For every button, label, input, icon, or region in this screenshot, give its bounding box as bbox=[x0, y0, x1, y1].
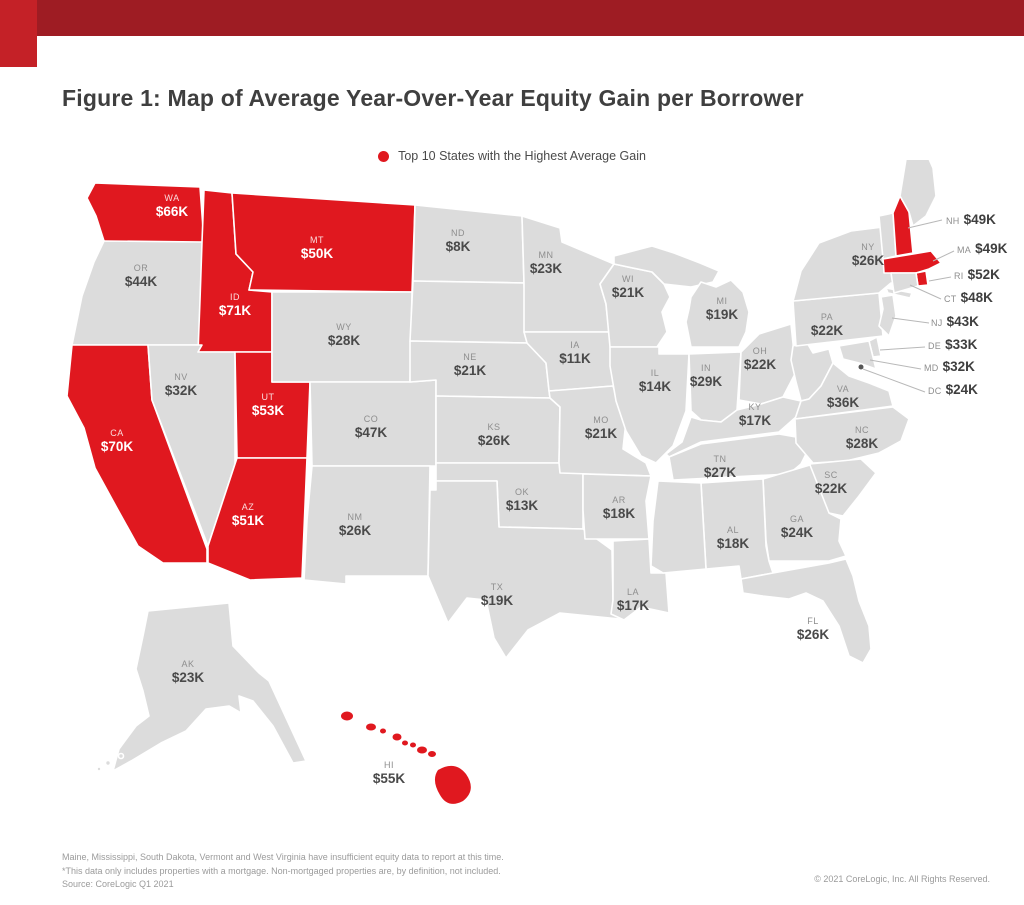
legend-label: Top 10 States with the Highest Average G… bbox=[398, 149, 646, 163]
leader-line-de bbox=[879, 346, 926, 351]
hi-big-island bbox=[434, 765, 471, 804]
state-abbr: NH bbox=[946, 216, 960, 226]
leader-line-ri bbox=[928, 276, 952, 282]
callout-label-ri: RI $52K bbox=[954, 268, 1000, 283]
state-shape-mi-upper bbox=[613, 245, 720, 288]
state-value: $49K bbox=[975, 241, 1008, 256]
state-abbr: MD bbox=[924, 363, 939, 373]
callout-label-ma: MA $49K bbox=[957, 242, 1007, 257]
state-shape-me bbox=[899, 160, 937, 227]
state-shapes bbox=[66, 160, 942, 772]
callout-label-de: DE $33K bbox=[928, 338, 977, 353]
state-shape-wa bbox=[86, 182, 205, 248]
hawaii-islands bbox=[341, 711, 471, 804]
leader-line-ct bbox=[909, 284, 942, 300]
hi-island-2 bbox=[366, 723, 376, 731]
state-abbr: CT bbox=[944, 294, 957, 304]
page-title: Figure 1: Map of Average Year-Over-Year … bbox=[62, 85, 804, 112]
state-value: $48K bbox=[960, 290, 993, 305]
callout-label-dc: DC $24K bbox=[928, 383, 978, 398]
leader-line-nj bbox=[891, 317, 930, 324]
leader-line-ma bbox=[932, 250, 955, 262]
state-shape-ma bbox=[882, 250, 942, 274]
ak-aleutian-island-2 bbox=[104, 759, 112, 767]
state-shape-ks bbox=[435, 395, 561, 464]
state-shape-nd bbox=[412, 204, 525, 284]
state-shape-al bbox=[700, 478, 774, 580]
callout-label-ct: CT $48K bbox=[944, 291, 993, 306]
callout-label-nh: NH $49K bbox=[946, 213, 996, 228]
state-shape-nc bbox=[794, 406, 910, 464]
footnotes: Maine, Mississippi, South Dakota, Vermon… bbox=[62, 851, 504, 892]
state-shape-tx bbox=[427, 480, 621, 659]
state-shape-in bbox=[688, 351, 742, 423]
state-shape-il bbox=[609, 346, 690, 464]
state-abbr: DC bbox=[928, 386, 942, 396]
state-value: $32K bbox=[942, 359, 975, 374]
state-shape-nv bbox=[147, 344, 236, 547]
state-shape-sd bbox=[409, 280, 528, 344]
state-shape-long-island bbox=[885, 287, 913, 299]
state-shape-wy bbox=[271, 291, 413, 383]
state-shape-md bbox=[838, 340, 877, 370]
hi-island-6 bbox=[410, 742, 416, 748]
callout-leader-lines bbox=[858, 219, 955, 393]
hi-island-5 bbox=[402, 740, 408, 746]
hi-island-4 bbox=[392, 733, 402, 741]
state-abbr: RI bbox=[954, 271, 964, 281]
ak-aleutian-island-3 bbox=[96, 766, 102, 772]
state-shape-az bbox=[207, 457, 308, 581]
state-shape-ar bbox=[582, 473, 652, 540]
state-abbr: MA bbox=[957, 245, 972, 255]
state-shape-oh bbox=[738, 323, 797, 405]
state-shape-or bbox=[71, 240, 205, 346]
hi-island-8 bbox=[428, 751, 436, 757]
leader-line-md bbox=[869, 359, 922, 370]
callout-label-md: MD $32K bbox=[924, 360, 975, 375]
copyright-text: © 2021 CoreLogic, Inc. All Rights Reserv… bbox=[814, 874, 990, 884]
state-shape-mi bbox=[685, 279, 750, 348]
state-shape-la bbox=[610, 538, 670, 621]
state-shape-nj bbox=[878, 294, 897, 337]
state-shape-ct bbox=[890, 272, 919, 294]
footnote-source: Source: CoreLogic Q1 2021 bbox=[62, 879, 174, 889]
callout-label-nj: NJ $43K bbox=[931, 315, 979, 330]
state-shape-co bbox=[309, 379, 437, 467]
state-shape-fl bbox=[740, 558, 872, 664]
state-shape-nm bbox=[303, 465, 431, 585]
state-value: $52K bbox=[967, 267, 1000, 282]
hi-island-1 bbox=[341, 711, 353, 721]
state-abbr: DE bbox=[928, 341, 942, 351]
ak-aleutian-island-1 bbox=[117, 752, 125, 760]
legend: Top 10 States with the Highest Average G… bbox=[0, 149, 1024, 163]
state-shape-mt bbox=[231, 192, 416, 293]
us-map bbox=[66, 160, 955, 804]
dc-marker-dot bbox=[858, 364, 864, 370]
corner-accent-block bbox=[0, 0, 37, 67]
legend-red-dot-icon bbox=[378, 150, 390, 162]
state-value: $24K bbox=[945, 382, 978, 397]
state-value: $49K bbox=[963, 212, 996, 227]
state-shape-ky bbox=[665, 396, 802, 458]
top-brand-bar bbox=[0, 0, 1024, 36]
footnote-insufficient-data: Maine, Mississippi, South Dakota, Vermon… bbox=[62, 852, 504, 862]
state-value: $43K bbox=[946, 314, 979, 329]
leader-line-nh bbox=[907, 219, 943, 229]
state-shape-ak bbox=[112, 602, 307, 772]
state-shape-pa bbox=[792, 292, 884, 347]
hi-island-7 bbox=[417, 746, 427, 754]
state-value: $33K bbox=[945, 337, 978, 352]
hi-island-3 bbox=[380, 728, 386, 734]
leader-line-dc bbox=[862, 368, 926, 393]
state-shape-mn bbox=[521, 215, 615, 333]
state-shape-ms bbox=[650, 480, 707, 574]
state-abbr: NJ bbox=[931, 318, 943, 328]
footnote-mortgage-only: *This data only includes properties with… bbox=[62, 865, 501, 876]
